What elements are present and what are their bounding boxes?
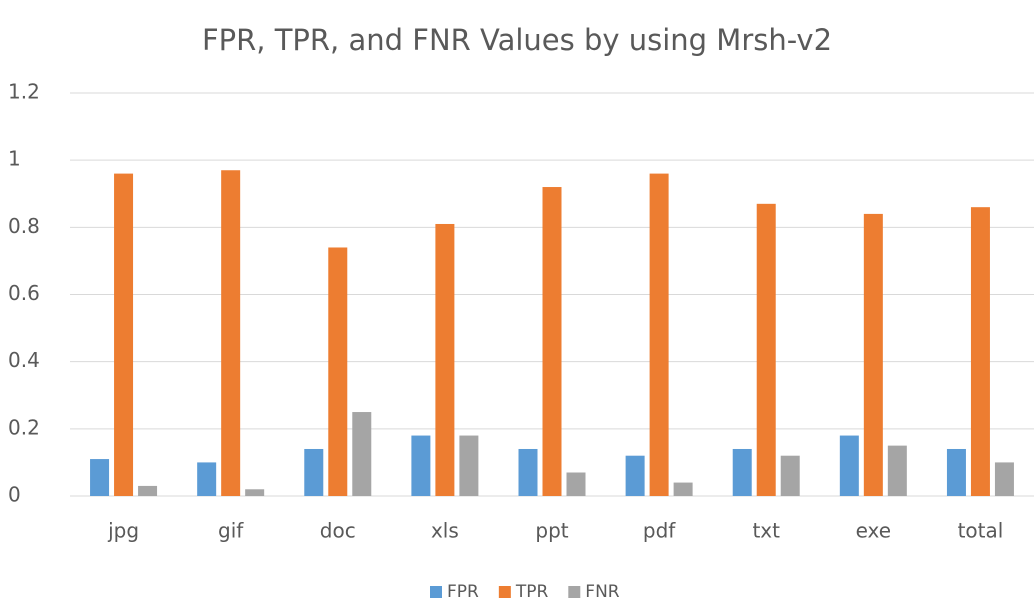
bar: [649, 173, 669, 496]
x-tick-label: total: [958, 519, 1004, 543]
bar: [566, 472, 586, 496]
legend-swatch: [568, 586, 581, 598]
chart-title: FPR, TPR, and FNR Values by using Mrsh-v…: [202, 23, 832, 57]
bar: [328, 247, 348, 496]
legend-label: TPR: [515, 582, 549, 601]
x-tick-label: jpg: [107, 519, 139, 543]
legend-swatch: [498, 586, 511, 598]
legend-label: FNR: [585, 582, 619, 601]
x-tick-label: pdf: [643, 519, 676, 543]
bar: [138, 485, 158, 496]
bar: [625, 455, 645, 496]
y-tick-label: 0.6: [8, 281, 40, 305]
bar: [221, 170, 241, 496]
x-tick-label: ppt: [535, 519, 568, 543]
x-tick-label: xls: [431, 519, 459, 543]
bar: [732, 448, 752, 496]
legend-swatch: [430, 586, 442, 598]
bar: [542, 187, 562, 497]
bar: [352, 412, 372, 496]
bar: [114, 173, 134, 496]
bar: [673, 482, 693, 496]
bar: [887, 445, 907, 496]
bar: [435, 223, 455, 496]
bar: [839, 435, 859, 496]
bar: [459, 435, 479, 496]
x-tick-label: doc: [320, 519, 356, 543]
y-tick-label: 1.2: [8, 80, 40, 104]
bar: [245, 489, 265, 496]
bar: [780, 455, 800, 496]
bar: [863, 213, 883, 496]
y-tick-label: 0: [8, 483, 21, 507]
y-tick-label: 0.8: [8, 214, 40, 238]
x-tick-label: gif: [218, 519, 244, 543]
bar: [411, 435, 431, 496]
bar: [90, 459, 110, 496]
y-tick-label: 1: [8, 147, 21, 171]
bar: [518, 448, 538, 496]
legend-label: FPR: [447, 582, 479, 601]
bar: [946, 448, 966, 496]
bar: [970, 207, 990, 496]
x-tick-label: exe: [856, 519, 891, 543]
bar: [304, 448, 324, 496]
y-tick-label: 0.2: [8, 415, 40, 439]
x-tick-label: txt: [752, 519, 780, 543]
bar: [197, 462, 217, 496]
y-tick-label: 0.4: [8, 348, 40, 372]
bar: [994, 462, 1014, 496]
bar: [756, 203, 776, 496]
